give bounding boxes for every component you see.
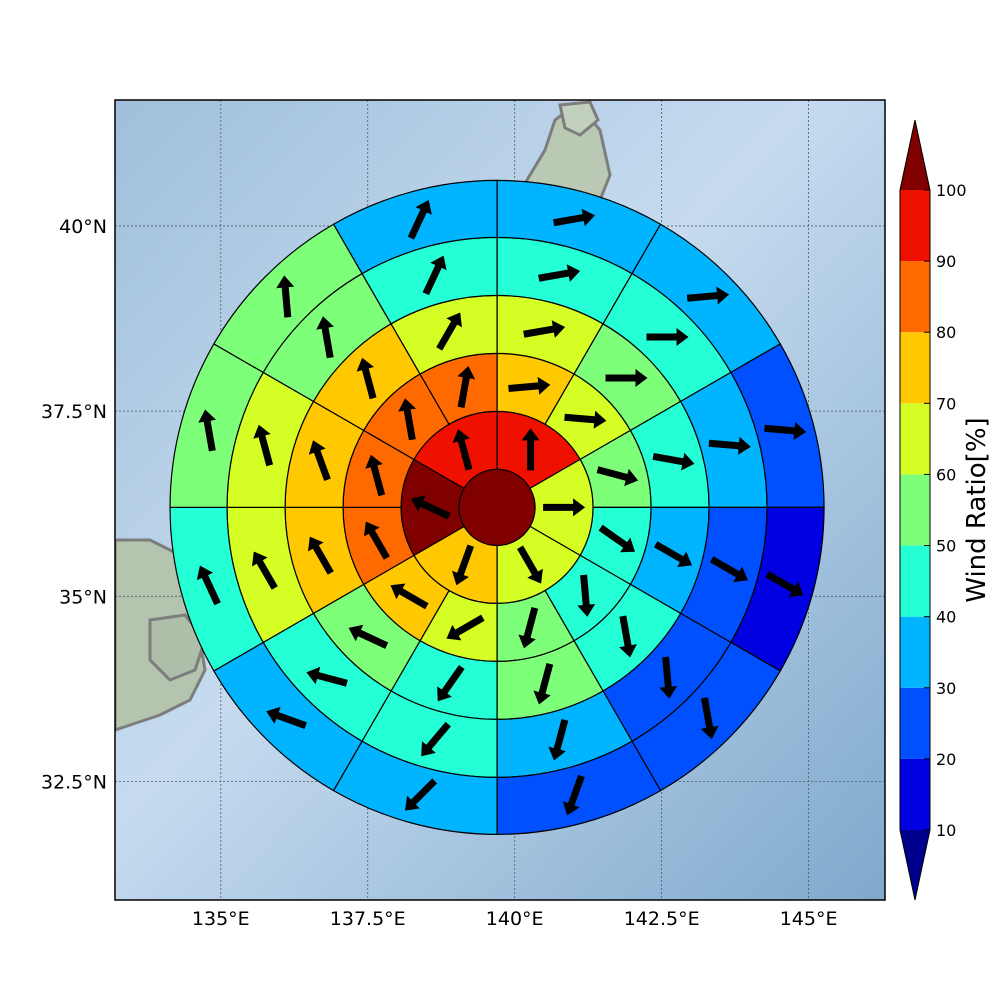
wind-arrow (308, 440, 331, 481)
y-tick-label: 37.5°N (41, 401, 107, 423)
wind-arrow (538, 264, 581, 282)
wind-arrow (348, 624, 389, 649)
wind-arrow (686, 286, 730, 305)
wind-arrow (605, 369, 648, 387)
colorbar-segment (900, 545, 930, 617)
wind-arrow (411, 495, 451, 520)
wind-arrow (518, 607, 539, 649)
map-panel: 135°E 137.5°E 140°E 142.5°E 145°E 32.5°N 35°N… (41, 99, 886, 930)
colorbar-ticks: 10 20 30 40 50 60 70 80 90 100 (924, 181, 967, 840)
wind-arrow (421, 721, 451, 757)
wind-arrow (709, 556, 748, 583)
wind-arrow (276, 275, 295, 318)
x-tick-label: 135°E (192, 908, 250, 930)
wind-arrow (596, 466, 639, 487)
wind-arrow (407, 200, 432, 240)
colorbar-segments (899, 119, 931, 901)
y-tick-label: 35°N (59, 586, 107, 608)
wind-arrow (252, 551, 278, 590)
wind-arrow (196, 565, 221, 606)
colorbar-title: Wind Ratio[%] (962, 417, 992, 602)
wind-arrow (316, 316, 334, 359)
wind-arrow (543, 498, 586, 517)
wind-arrow (198, 409, 216, 452)
colorbar-segment (900, 687, 930, 759)
colorbar-segment (900, 474, 930, 546)
wind-arrow (308, 536, 334, 575)
wind-arrow (764, 422, 807, 440)
wind-arrow (436, 312, 462, 351)
x-tick-label: 140°E (486, 908, 544, 930)
wind-arrow (365, 454, 386, 497)
colorbar-tick-label: 30 (936, 679, 956, 698)
wind-arrow (405, 778, 438, 811)
wind-arrow (653, 541, 692, 568)
wind-arrow (577, 574, 596, 617)
wind-arrow (562, 774, 585, 816)
y-axis-ticks: 32.5°N 35°N 37.5°N 40°N (41, 216, 107, 794)
colorbar-segment (900, 190, 930, 262)
wind-arrow (548, 719, 569, 761)
wind-arrow (521, 428, 540, 471)
x-axis-ticks: 135°E 137.5°E 140°E 142.5°E 145°E (192, 908, 838, 930)
colorbar-tick-label: 70 (936, 394, 956, 413)
wind-arrow (356, 357, 377, 400)
colorbar-tick-label: 80 (936, 323, 956, 342)
wind-arrow (364, 521, 390, 560)
colorbar-under-extension (900, 830, 930, 900)
wind-arrow (446, 614, 485, 641)
wind-arrow (533, 663, 554, 705)
wind-arrow (553, 208, 595, 227)
map-frame (114, 99, 886, 901)
wind-arrow (437, 665, 465, 702)
wind-arrow (523, 320, 566, 338)
colorbar-tick-label: 90 (936, 252, 956, 271)
colorbar-segment (900, 616, 930, 688)
wind-arrow (457, 366, 476, 408)
colorbar-tick-label: 40 (936, 608, 956, 627)
wind-arrow (422, 255, 447, 296)
wind-arrow (390, 583, 429, 610)
wind-arrow (253, 424, 274, 467)
wind-arrow (700, 697, 719, 740)
wind-arrow (652, 452, 695, 471)
wind-arrow (646, 328, 689, 346)
land-shikoku (148, 613, 207, 682)
x-tick-label: 137.5°E (330, 908, 406, 930)
colorbar-over-extension (900, 120, 930, 190)
colorbar-tick-label: 50 (936, 537, 956, 556)
wind-arrow (398, 398, 416, 441)
y-tick-label: 32.5°N (41, 771, 107, 793)
x-tick-label: 145°E (780, 908, 838, 930)
colorbar-tick-label: 20 (936, 750, 956, 769)
wind-arrow (708, 436, 751, 455)
y-tick-label: 40°N (59, 216, 107, 238)
wind-arrow (306, 666, 348, 687)
wind-arrow (452, 429, 473, 471)
wind-arrow (564, 410, 607, 429)
colorbar-tick-label: 10 (936, 821, 956, 840)
wind-arrow (765, 571, 804, 597)
colorbar-tick-label: 60 (936, 465, 956, 484)
colorbar-segment (900, 758, 930, 830)
colorbar: 10 20 30 40 50 60 70 80 90 100 Wind Ratio[%] (899, 119, 992, 901)
colorbar-tick-label: 100 (936, 181, 967, 200)
wind-arrow (452, 544, 474, 586)
colorbar-segment (900, 403, 930, 475)
wind-arrow (619, 615, 637, 658)
wind-direction-arrows (196, 200, 807, 816)
wind-arrow (508, 376, 551, 395)
wind-arrow (598, 524, 635, 553)
wind-ratio-sectors (169, 179, 825, 836)
center-cell (458, 468, 536, 547)
wind-arrow (266, 706, 307, 729)
wind-arrow (517, 545, 543, 584)
colorbar-segment (900, 332, 930, 404)
colorbar-segment (900, 261, 930, 333)
wind-arrow (659, 656, 678, 699)
land-north-peninsula (558, 100, 600, 137)
x-tick-label: 142.5°E (624, 908, 700, 930)
